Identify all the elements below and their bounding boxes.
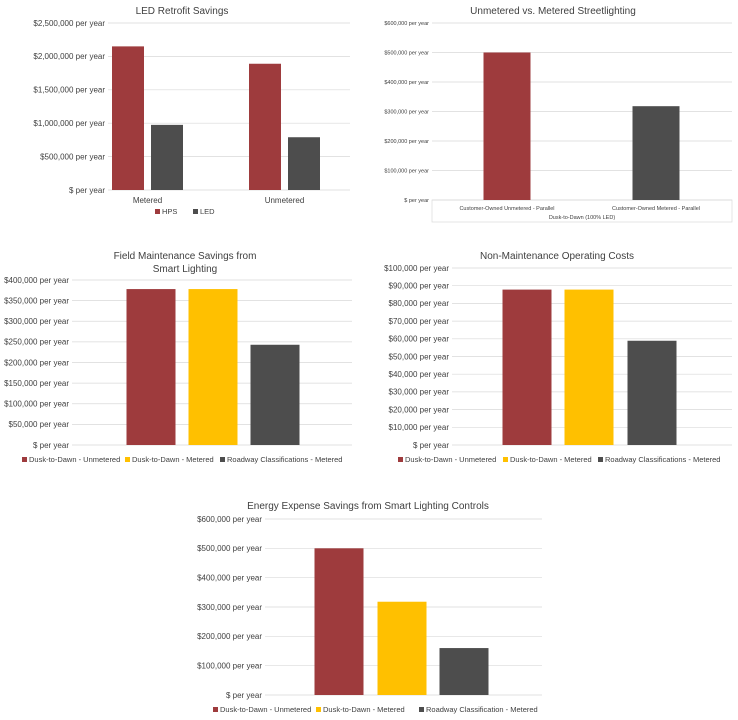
bar [439,648,489,695]
legend-label: Dusk-to-Dawn - Unmetered [220,705,311,714]
y-tick-label: $150,000 per year [4,379,69,388]
y-tick-label: $1,000,000 per year [33,119,105,128]
y-tick-label: $300,000 per year [197,603,262,612]
legend-swatch [316,707,321,712]
legend-swatch [125,457,130,462]
bar [377,601,427,695]
y-tick-label: $400,000 per year [384,80,429,86]
y-tick-label: $600,000 per year [384,21,429,27]
chart-energy-expense-savings: Energy Expense Savings from Smart Lighti… [197,501,542,714]
legend-label: LED [200,207,215,216]
y-tick-label: $50,000 per year [9,420,70,429]
chart-non-maintenance-operating-costs: Non-Maintenance Operating Costs $ per ye… [384,251,732,464]
legend-label: Dusk-to-Dawn - Metered [132,455,214,464]
legend-swatch [220,457,225,462]
legend-swatch [155,209,160,214]
y-tick-label: $200,000 per year [384,139,429,145]
chart-title: Energy Expense Savings from Smart Lighti… [247,501,489,512]
y-tick-label: $ per year [69,186,105,195]
y-tick-label: $100,000 per year [384,264,449,273]
legend-swatch [193,209,198,214]
bar [483,52,531,200]
y-tick-label: $10,000 per year [389,423,450,432]
y-tick-label: $30,000 per year [389,388,450,397]
legend-swatch [598,457,603,462]
chart-title-line-2: Smart Lighting [153,264,217,275]
bar [250,344,300,445]
y-tick-label: $400,000 per year [4,276,69,285]
legend-label: Roadway Classification - Metered [426,705,538,714]
y-tick-label: $20,000 per year [389,405,450,414]
y-tick-label: $1,500,000 per year [33,86,105,95]
legend-swatch [398,457,403,462]
y-tick-label: $200,000 per year [4,358,69,367]
y-tick-label: $ per year [413,441,449,450]
bar [249,63,281,190]
legend-label: Dusk-to-Dawn - Unmetered [29,455,120,464]
bar [502,289,552,445]
chart-title-line-1: Field Maintenance Savings from [114,251,257,262]
chart-title: Non-Maintenance Operating Costs [480,251,634,262]
legend-label: Dusk-to-Dawn - Unmetered [405,455,496,464]
bar [627,340,677,445]
chart-led-retrofit-savings: LED Retrofit Savings $ per year $500,000 … [33,6,350,216]
y-tick-label: $ per year [33,441,69,450]
chart-field-maintenance-savings: Field Maintenance Savings from Smart Lig… [4,251,352,464]
legend-swatch [213,707,218,712]
bar [188,289,238,445]
legend-swatch [419,707,424,712]
y-tick-label: $90,000 per year [389,282,450,291]
bar [151,124,183,190]
y-tick-label: $100,000 per year [197,661,262,670]
y-tick-label: $2,500,000 per year [33,19,105,28]
y-tick-label: $500,000 per year [384,50,429,56]
y-tick-label: $100,000 per year [4,400,69,409]
y-tick-label: $500,000 per year [197,544,262,553]
y-tick-label: $70,000 per year [389,317,450,326]
bar [126,289,176,445]
y-tick-label: $600,000 per year [197,515,262,524]
y-tick-label: $60,000 per year [389,335,450,344]
y-tick-label: $100,000 per year [384,168,429,174]
x-axis-title: Dusk-to-Dawn (100% LED) [549,215,615,221]
y-tick-label: $250,000 per year [4,338,69,347]
bar [564,289,614,445]
y-tick-label: $ per year [226,691,262,700]
bar [632,106,680,200]
y-tick-label: $ per year [404,198,429,204]
x-tick-label: Unmetered [265,196,305,205]
chart-unmetered-vs-metered: Unmetered vs. Metered Streetlighting $ p… [384,6,733,223]
chart-title: LED Retrofit Savings [136,6,229,17]
legend-label: Roadway Classifications - Metered [227,455,342,464]
bar [314,548,364,695]
y-tick-label: $80,000 per year [389,299,450,308]
y-tick-label: $500,000 per year [40,152,105,161]
legend-label: Roadway Classifications - Metered [605,455,720,464]
legend-label: Dusk-to-Dawn - Metered [323,705,405,714]
y-tick-label: $200,000 per year [197,632,262,641]
y-tick-label: $2,000,000 per year [33,52,105,61]
y-tick-label: $50,000 per year [389,352,450,361]
x-tick-label: Customer-Owned Metered - Parallel [612,206,700,212]
legend-swatch [22,457,27,462]
x-tick-label: Customer-Owned Unmetered - Parallel [459,206,554,212]
y-tick-label: $40,000 per year [389,370,450,379]
y-tick-label: $350,000 per year [4,296,69,305]
y-tick-label: $300,000 per year [4,317,69,326]
chart-title: Unmetered vs. Metered Streetlighting [470,6,636,17]
y-tick-label: $400,000 per year [197,573,262,582]
legend-label: Dusk-to-Dawn - Metered [510,455,592,464]
legend-swatch [503,457,508,462]
y-tick-label: $300,000 per year [384,109,429,115]
x-tick-label: Metered [133,196,162,205]
bar [288,137,320,190]
bar [112,46,144,190]
legend-label: HPS [162,207,177,216]
